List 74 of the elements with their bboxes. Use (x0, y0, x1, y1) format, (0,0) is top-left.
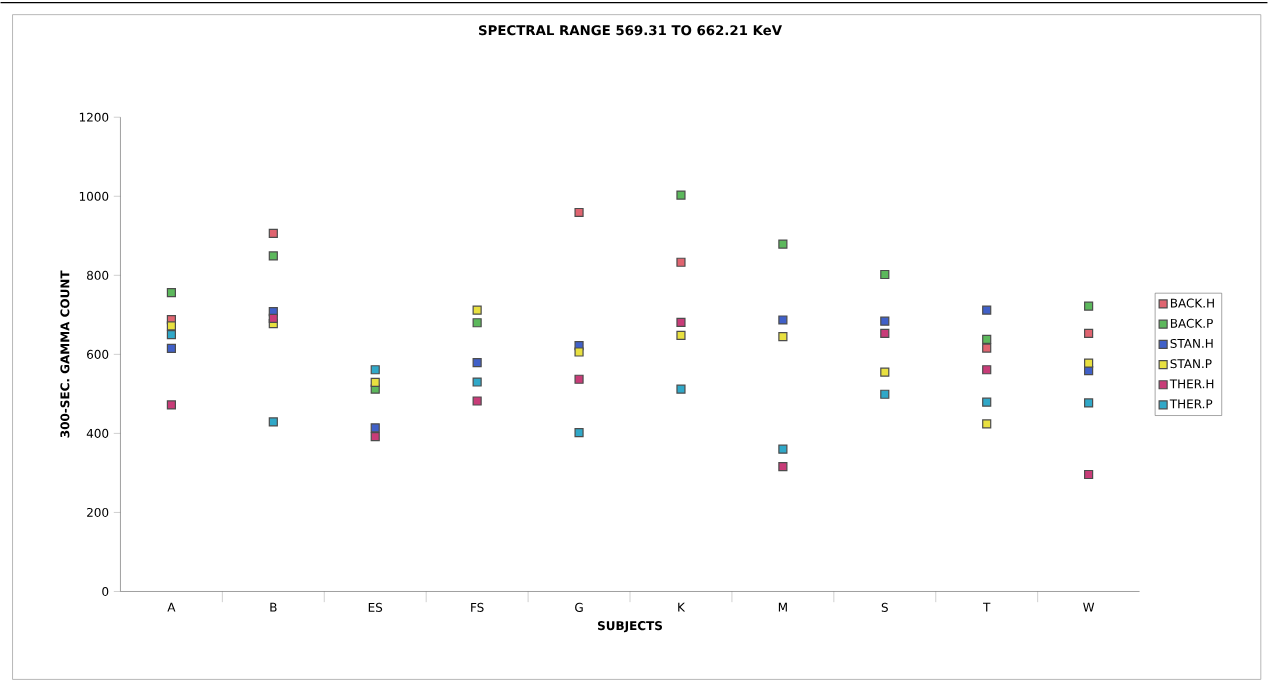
x-tick-label: M (778, 602, 787, 612)
point (778, 331, 788, 341)
point (880, 367, 890, 377)
x-tick-label: K (678, 602, 686, 612)
y-tick-label: 200 (87, 507, 109, 517)
point (880, 328, 890, 338)
point (166, 329, 176, 339)
point (1084, 358, 1094, 368)
x-axis-title: SUBJECTS (597, 620, 663, 633)
x-tick-label: G (575, 602, 583, 612)
x-tick-label: ES (368, 602, 383, 612)
y-tick-label: 400 (86, 428, 109, 438)
point (268, 417, 278, 427)
point (370, 431, 380, 441)
point (982, 305, 992, 315)
point (982, 334, 992, 344)
point (166, 321, 176, 331)
point (268, 313, 278, 323)
point (472, 357, 482, 368)
point (166, 343, 176, 353)
point (676, 190, 686, 200)
point (166, 287, 176, 298)
point (982, 364, 992, 375)
point (1084, 301, 1094, 311)
point (880, 389, 890, 399)
point (268, 228, 278, 238)
point (472, 377, 482, 387)
x-tick-label: B (270, 602, 277, 612)
point (880, 316, 890, 326)
point (268, 251, 278, 261)
y-tick-label: 1200 (79, 112, 109, 122)
point (472, 317, 482, 328)
point (676, 317, 686, 327)
point (166, 400, 176, 410)
point (574, 347, 584, 357)
y-tick-label: 0 (102, 586, 109, 596)
point (778, 461, 788, 471)
point (778, 239, 788, 249)
point (370, 377, 380, 387)
legend-label: THER.H (1169, 379, 1214, 388)
point (574, 427, 584, 437)
y-tick-label: 600 (87, 349, 109, 359)
point (574, 207, 584, 217)
point (1084, 469, 1094, 479)
point (1084, 328, 1094, 338)
point (676, 257, 686, 267)
x-tick-label: W (1083, 602, 1095, 612)
point (1084, 398, 1094, 408)
legend-label: BACK.H (1170, 298, 1214, 308)
legend-label: BACK.P (1170, 318, 1213, 328)
y-tick-label: 1000 (79, 191, 109, 201)
point (472, 305, 482, 315)
legend-label: STAN.P (1170, 358, 1212, 369)
x-tick-label: A (167, 602, 176, 612)
legend-label: STAN.H (1170, 338, 1213, 348)
point (982, 397, 992, 407)
point (370, 423, 380, 433)
point (778, 444, 788, 454)
point (982, 419, 992, 429)
point (676, 330, 686, 340)
point (676, 384, 686, 394)
x-tick-label: S (881, 602, 888, 612)
point (472, 396, 482, 406)
point (370, 364, 380, 375)
point (982, 343, 992, 353)
point (778, 315, 788, 325)
legend-label: THER.P (1169, 399, 1213, 408)
y-axis-title: 300-SEC. GAMMA COUNT (60, 270, 70, 438)
y-tick-label: 800 (87, 270, 109, 280)
point (880, 269, 890, 279)
x-tick-label: FS (471, 602, 484, 612)
point (574, 374, 584, 384)
chart-title: SPECTRAL RANGE 569.31 TO 662.21 KeV (478, 24, 782, 36)
x-tick-label: T (983, 602, 991, 612)
